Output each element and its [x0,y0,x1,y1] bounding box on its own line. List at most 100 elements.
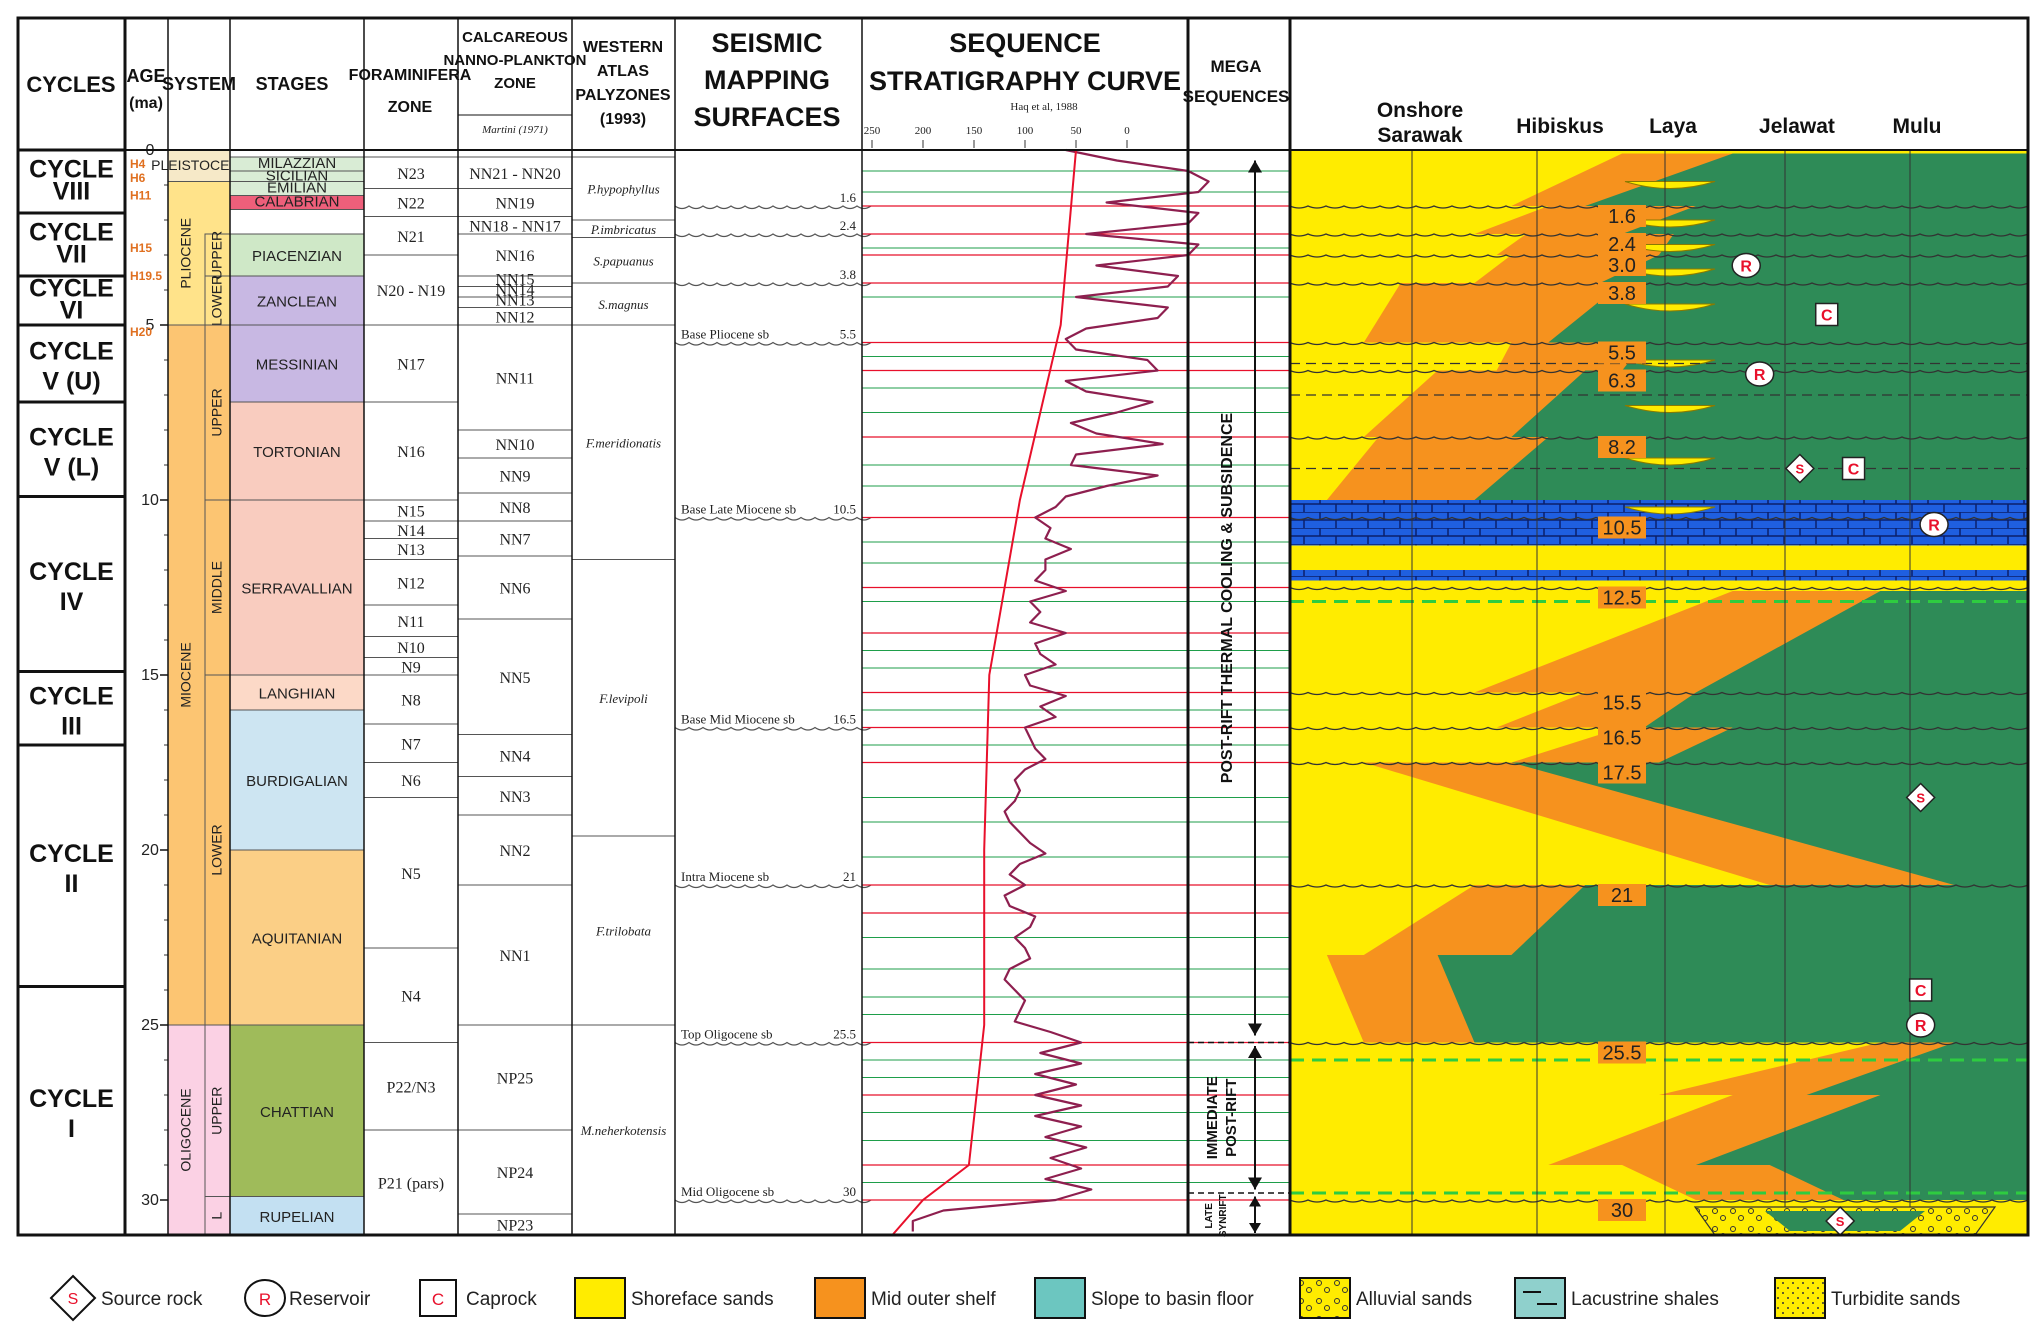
nanno-zone-cell [457,734,573,777]
stage-label: PIACENZIAN [252,248,342,265]
legend-item-reservoir: R Reservoir [244,1279,371,1317]
palyzone-label: S.papuanus [593,253,653,268]
h-horizon-label: H11 [130,189,152,203]
legend-item-lacustrine: Lacustrine shales [1514,1277,1719,1319]
sequence-age-text: 2.4 [1608,234,1636,256]
sequence-age-text: 16.5 [1603,728,1642,750]
reservoir-symbol-text: R [1754,367,1766,384]
subsystem-label: L [209,1212,225,1220]
late-synrift-label-2: SYNRIFT [1218,1194,1229,1237]
stage-label: RUPELIAN [259,1209,334,1226]
seismic-surface-age: 5.5 [840,327,856,342]
palyzone-cell [571,835,676,1026]
cycle-label: II [65,870,79,898]
seq-scale-tick: 100 [1017,125,1034,137]
stage-label: EMILIAN [267,180,327,197]
nanno-zone-label: NN10 [495,437,534,454]
seq-scale-tick: 50 [1071,125,1083,137]
nanno-header-1: CALCAREOUS [462,29,568,46]
foram-zone-label: P21 (pars) [378,1176,444,1193]
cycle-label: CYCLE [29,338,114,366]
legend-label: Mid outer shelf [871,1289,996,1310]
sequence-age-tag [1598,516,1646,539]
cycle-label: III [61,712,82,740]
nanno-zone-label: NP23 [497,1218,533,1235]
nanno-zone-label: NN12 [495,309,534,326]
source-rock-icon [1905,782,1936,813]
foram-zone-cell [363,947,459,1043]
slope-basin-floor-unit [1474,437,2028,500]
cycle-label: VIII [53,178,91,206]
reservoir-icon [1744,361,1775,387]
reservoir-symbol-text: R [1740,259,1752,276]
foram-zone-label: N21 [397,229,425,246]
caprock-symbol-text: C [1915,983,1927,1000]
subsystem-label: LOWER [209,824,225,875]
subsystem-label: UPPER [209,388,225,436]
cycles-header: CYCLES [26,72,115,97]
stage-label: SERRAVALLIAN [241,581,352,598]
seq-scale-tick: 0 [1124,125,1130,137]
legend-item-slope: Slope to basin floor [1034,1277,1254,1319]
seismic-surface-age: 10.5 [833,502,856,517]
sequence-age-text: 12.5 [1603,588,1642,610]
foram-zone-label: N8 [401,693,421,710]
nanno-zone-label: NN3 [499,789,530,806]
slope-basin-floor-unit [1695,1095,2028,1165]
seismic-header-2: MAPPING [704,65,830,95]
palyzone-label: P.hypophyllus [586,182,659,197]
slope-basin-floor-unit [1644,692,2028,728]
age-tick-label: 10 [141,492,159,509]
age-tick-label: 5 [146,317,155,334]
caprock-symbol-text: C [1821,308,1833,325]
foram-zone-cell [363,797,459,949]
post-rift-label: POST-RIFT THERMAL COOLING & SUBSIDENCE [1219,412,1236,783]
foram-zone-label: N12 [397,575,425,592]
sequence-curve [891,148,1210,1236]
nanno-zone-cell [457,233,573,277]
sequence-header-sub: Haq et al, 1988 [1010,101,1078,113]
sequence-age-tag [1598,205,1646,227]
age-header: AGE [126,66,165,86]
sequence-boundary [1289,884,2029,888]
palyzone-cell [571,237,676,284]
stage-label: ZANCLEAN [257,294,337,311]
sequence-age-tag [1598,586,1646,609]
system-label: PLEISTOCENE [151,157,249,173]
foram-zone-label: P22/N3 [387,1079,436,1096]
slope-basin-floor-unit [1511,885,2028,955]
system-cell [167,1024,231,1236]
cycle-label: CYCLE [29,275,114,303]
stage-cell [229,275,365,326]
table-frame [16,16,2030,1237]
stage-label: BURDIGALIAN [246,773,348,790]
legend-item-alluvial: Alluvial sands [1299,1277,1472,1319]
sequence-age-text: 3.8 [1608,283,1636,305]
turbidite-lens [1624,506,1716,515]
legend-label: Reservoir [289,1289,371,1310]
seq-scale-tick: 250 [864,125,881,137]
seismic-surface-age: 21 [843,869,856,884]
slope-basin-floor-unit [1622,206,2028,234]
age-tick-label: 20 [141,842,159,859]
slope-basin-floor-unit [1511,762,2028,885]
system-label: MIOCENE [178,642,194,707]
foram-zone-cell [363,188,459,217]
nanno-header-2: NANNO-PLANKTON [443,52,586,69]
sequence-boundary [1289,436,2029,440]
foram-zone-cell [363,723,459,763]
nanno-header-sub: Martini (1971) [481,124,548,136]
paly-header-3: PALYZONES [575,87,670,104]
nanno-zone-label: NN13 [495,292,534,309]
sequence-age-text: 8.2 [1608,437,1636,459]
legend-label: Slope to basin floor [1091,1289,1254,1310]
sequence-age-text: 30 [1611,1200,1633,1222]
sequence-age-text: 25.5 [1603,1043,1642,1065]
area-header-1: Hibiskus [1516,115,1604,138]
foram-zone-cell [363,604,459,637]
foram-zone-cell [363,156,459,189]
slope-swatch [1034,1277,1086,1319]
stage-cell [229,849,365,1026]
system-label: PLIOCENE [178,218,194,289]
